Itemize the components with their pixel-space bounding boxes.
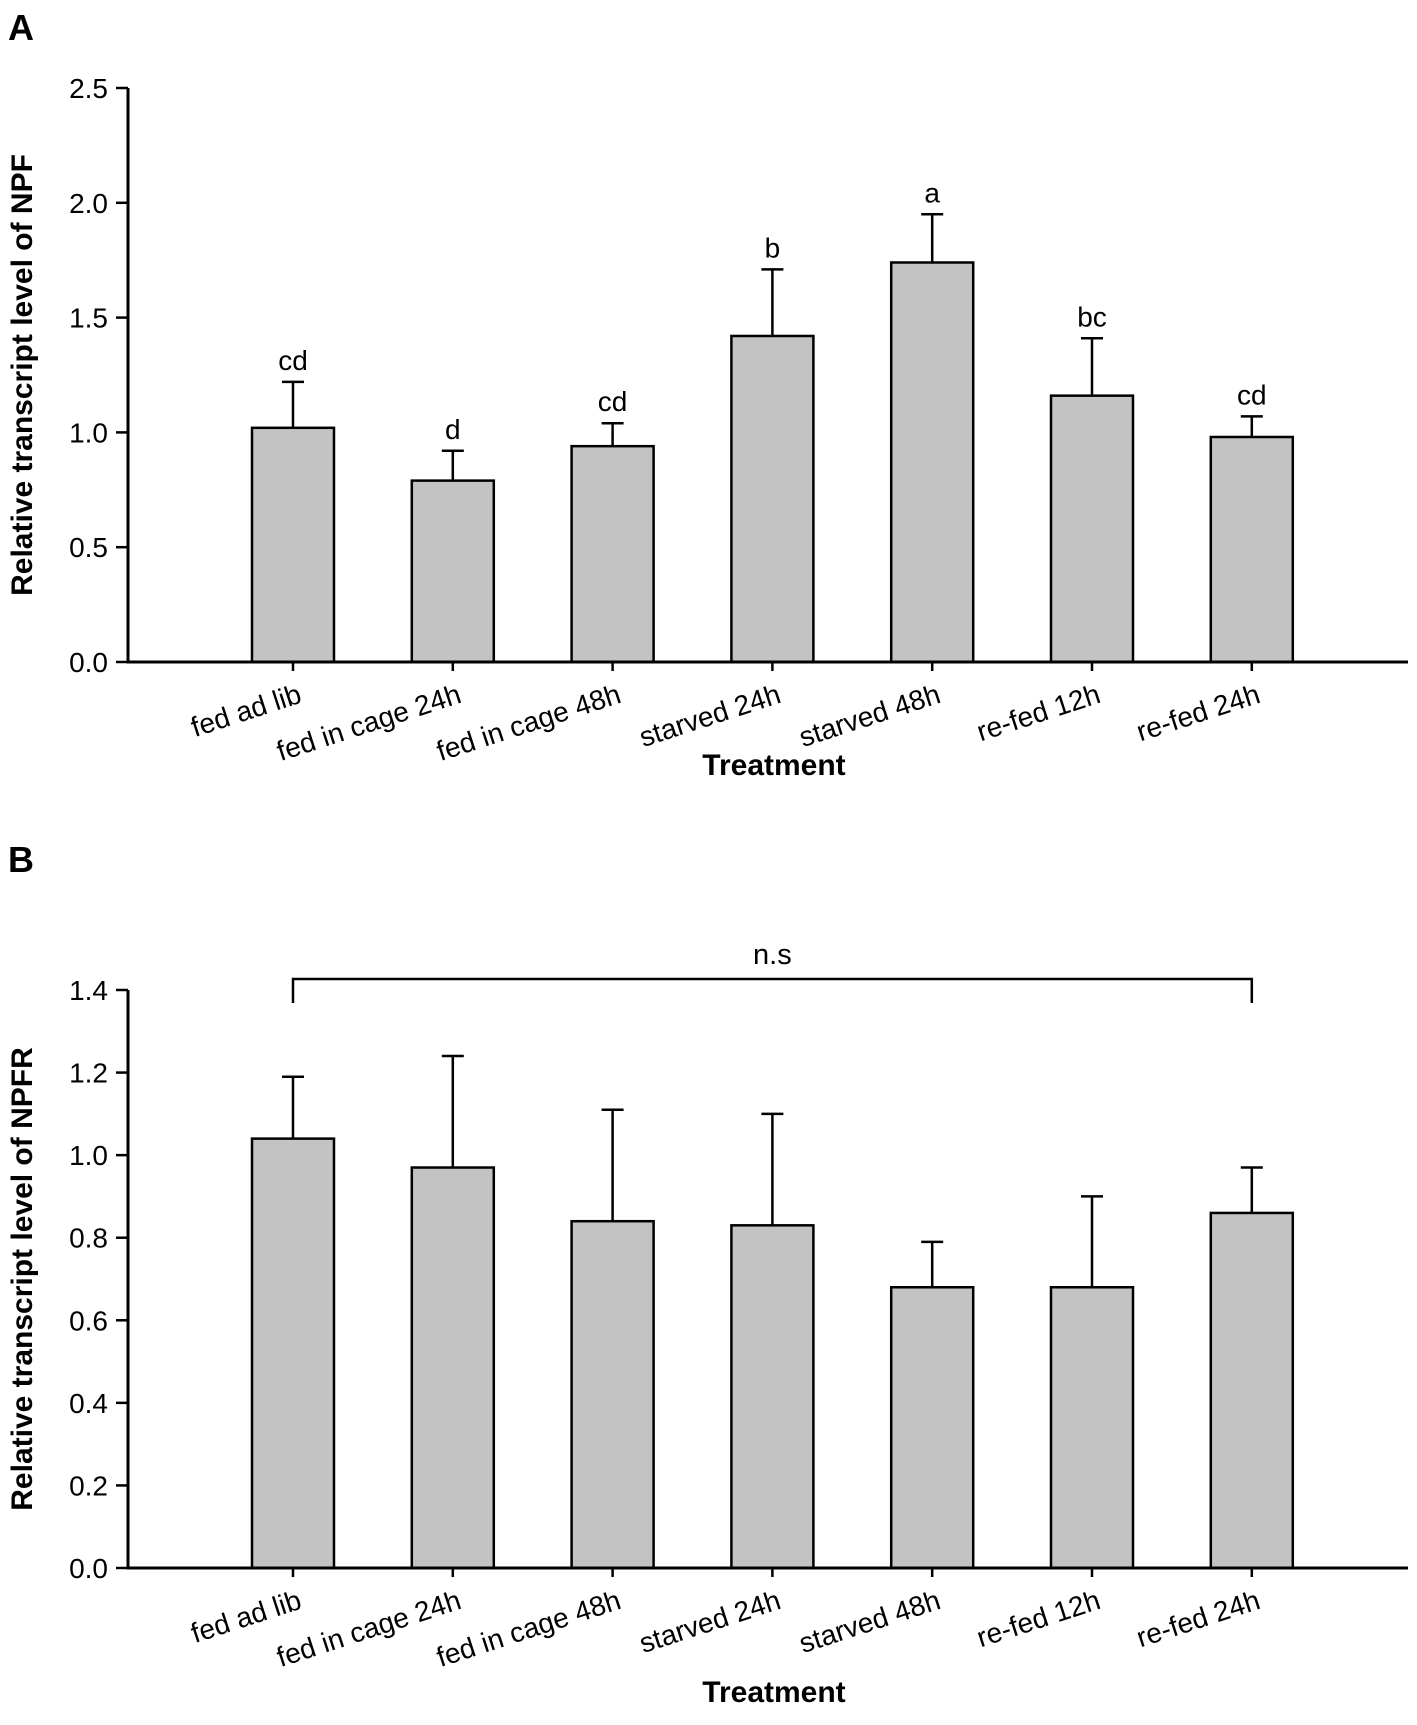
bar-a-0	[250, 426, 336, 664]
x-axis-title-b: Treatment	[702, 1676, 845, 1709]
sig-letter-1: d	[445, 414, 461, 445]
bar-b-1	[410, 1166, 496, 1570]
bar-a-5	[1049, 394, 1135, 664]
sig-letter-6: cd	[1237, 379, 1267, 410]
panel-letter-b: B	[8, 839, 34, 880]
category-label-1: fed in cage 24h	[273, 1584, 465, 1673]
ns-bracket-label: n.s	[753, 939, 792, 971]
category-label-4: starved 48h	[795, 1584, 944, 1659]
sig-letter-5: bc	[1077, 301, 1107, 332]
bar-b-3	[730, 1224, 815, 1570]
category-label-2: fed in cage 48h	[433, 1584, 625, 1673]
sig-letter-3: b	[765, 232, 781, 263]
bar-a-1	[410, 479, 496, 664]
category-label-2: fed in cage 48h	[433, 678, 625, 767]
bar-b-4	[889, 1286, 975, 1570]
y-tick-label-4: 2.0	[69, 188, 108, 219]
sig-letter-2: cd	[598, 386, 628, 417]
bar-b-6	[1209, 1211, 1295, 1570]
ns-bracket	[291, 977, 1254, 1003]
category-label-1: fed in cage 24h	[273, 678, 465, 767]
bar-b-5	[1049, 1286, 1135, 1570]
y-tick-label-5: 1.0	[69, 1140, 108, 1171]
bar-b-2	[570, 1219, 655, 1570]
y-tick-label-6: 1.2	[69, 1058, 108, 1089]
sig-letter-0: cd	[278, 345, 308, 376]
y-axis-title-a: Relative transcript level of NPF	[6, 154, 39, 596]
y-tick-label-2: 0.4	[69, 1388, 108, 1419]
y-tick-label-1: 0.2	[69, 1470, 108, 1501]
category-label-5: re-fed 12h	[973, 1584, 1104, 1653]
y-tick-label-3: 1.5	[69, 303, 108, 334]
y-tick-label-1: 0.5	[69, 532, 108, 563]
bar-a-6	[1209, 435, 1295, 664]
bar-b-0	[250, 1137, 336, 1570]
y-tick-label-5: 2.5	[69, 73, 108, 104]
y-tick-label-0: 0.0	[69, 647, 108, 678]
bar-a-4	[889, 261, 975, 664]
panel-letter-a: A	[8, 7, 34, 48]
category-label-4: starved 48h	[795, 678, 944, 753]
sig-letter-4: a	[924, 177, 940, 208]
category-label-6: re-fed 24h	[1133, 1584, 1264, 1653]
y-tick-label-0: 0.0	[69, 1553, 108, 1584]
category-label-3: starved 24h	[636, 678, 785, 753]
x-axis-title-a: Treatment	[702, 749, 845, 782]
y-axis-title-b: Relative transcript level of NPFR	[6, 1047, 39, 1511]
y-tick-label-7: 1.4	[69, 975, 108, 1006]
y-tick-label-3: 0.6	[69, 1305, 108, 1336]
y-tick-label-2: 1.0	[69, 417, 108, 448]
category-label-5: re-fed 12h	[973, 678, 1104, 747]
category-label-6: re-fed 24h	[1133, 678, 1264, 747]
bar-a-3	[730, 334, 815, 664]
y-tick-label-4: 0.8	[69, 1223, 108, 1254]
bar-a-2	[570, 444, 655, 664]
category-label-3: starved 24h	[636, 1584, 785, 1659]
